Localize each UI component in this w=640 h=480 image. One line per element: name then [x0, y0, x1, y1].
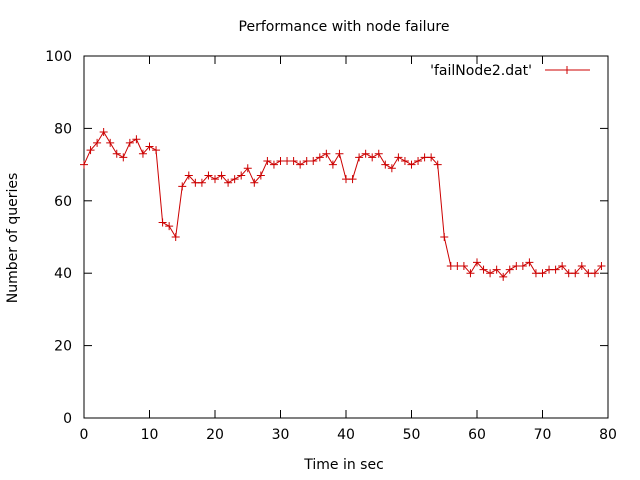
legend-marker — [563, 66, 571, 74]
data-point — [492, 265, 501, 274]
data-point — [400, 156, 409, 165]
data-point — [414, 156, 423, 165]
data-point — [525, 258, 534, 267]
data-point — [237, 171, 246, 180]
data-point — [381, 160, 390, 169]
data-point — [361, 149, 370, 158]
x-tick-label: 30 — [272, 427, 290, 443]
data-point — [558, 261, 567, 270]
data-point — [263, 156, 272, 165]
data-point — [505, 265, 514, 274]
data-point — [86, 146, 95, 155]
data-point — [132, 135, 141, 144]
y-tick-label: 80 — [54, 121, 72, 137]
y-tick-label: 0 — [63, 411, 72, 427]
data-point — [256, 171, 265, 180]
chart-title: Performance with node failure — [239, 19, 450, 35]
data-point — [165, 222, 174, 231]
axis-tick-labels: 0 10 20 30 40 50 60 70 80 0 20 40 60 80 100 — [45, 49, 617, 443]
data-point — [577, 261, 586, 270]
x-tick-label: 20 — [206, 427, 224, 443]
data-point — [178, 182, 187, 191]
y-tick-label: 40 — [54, 266, 72, 282]
data-point — [322, 149, 331, 158]
data-point — [407, 160, 416, 169]
y-tick-label: 60 — [54, 194, 72, 210]
data-point — [387, 164, 396, 173]
data-point — [197, 178, 206, 187]
data-point — [158, 218, 167, 227]
series-line — [83, 131, 602, 278]
y-axis-label: Number of queries — [5, 173, 21, 304]
data-point — [348, 175, 357, 184]
data-point — [433, 160, 442, 169]
data-point — [106, 138, 115, 147]
y-tick-label: 20 — [54, 339, 72, 355]
data-point — [427, 153, 436, 162]
y-tick-label: 100 — [45, 49, 72, 65]
data-point — [309, 156, 318, 165]
x-tick-label: 40 — [337, 427, 355, 443]
data-point — [590, 269, 599, 278]
data-point — [125, 138, 134, 147]
data-point — [152, 146, 161, 155]
data-point — [374, 149, 383, 158]
data-point — [217, 171, 226, 180]
data-point — [315, 153, 324, 162]
data-point — [119, 153, 128, 162]
data-point — [289, 156, 298, 165]
axis-ticks — [83, 55, 609, 419]
x-tick-label: 70 — [534, 427, 552, 443]
data-point — [250, 178, 259, 187]
data-point — [394, 153, 403, 162]
data-point — [99, 128, 108, 137]
x-tick-label: 10 — [141, 427, 159, 443]
data-point — [597, 261, 606, 270]
data-point — [171, 233, 180, 241]
data-point — [466, 269, 475, 278]
data-point — [486, 269, 495, 278]
data-point — [440, 233, 449, 241]
data-point — [335, 149, 344, 158]
data-point — [571, 269, 580, 278]
x-tick-label: 50 — [403, 427, 421, 443]
x-tick-label: 0 — [80, 427, 89, 443]
data-point — [145, 142, 154, 151]
legend-label: 'failNode2.dat' — [430, 63, 532, 79]
data-point — [355, 153, 364, 162]
data-point — [80, 160, 88, 169]
data-point — [518, 261, 527, 270]
data-point — [296, 160, 305, 169]
x-axis-label: Time in sec — [303, 457, 384, 473]
data-point — [368, 153, 377, 162]
data-point — [211, 175, 219, 184]
data-point — [269, 160, 278, 169]
data-point — [459, 261, 468, 270]
data-point — [138, 149, 147, 158]
series-layer — [80, 128, 606, 281]
data-point — [230, 175, 239, 184]
legend: 'failNode2.dat' — [430, 63, 590, 79]
data-point — [328, 160, 337, 169]
data-point — [93, 138, 102, 147]
data-point — [224, 178, 233, 187]
data-point — [243, 164, 252, 173]
data-point — [473, 258, 481, 267]
data-point — [479, 265, 488, 274]
data-point — [204, 171, 213, 180]
data-point — [499, 272, 508, 281]
data-point — [538, 269, 547, 278]
plot-frame — [83, 55, 609, 419]
x-tick-label: 80 — [599, 427, 617, 443]
x-tick-label: 60 — [468, 427, 486, 443]
data-point — [184, 171, 193, 180]
data-point — [112, 149, 121, 158]
data-point — [551, 265, 560, 274]
